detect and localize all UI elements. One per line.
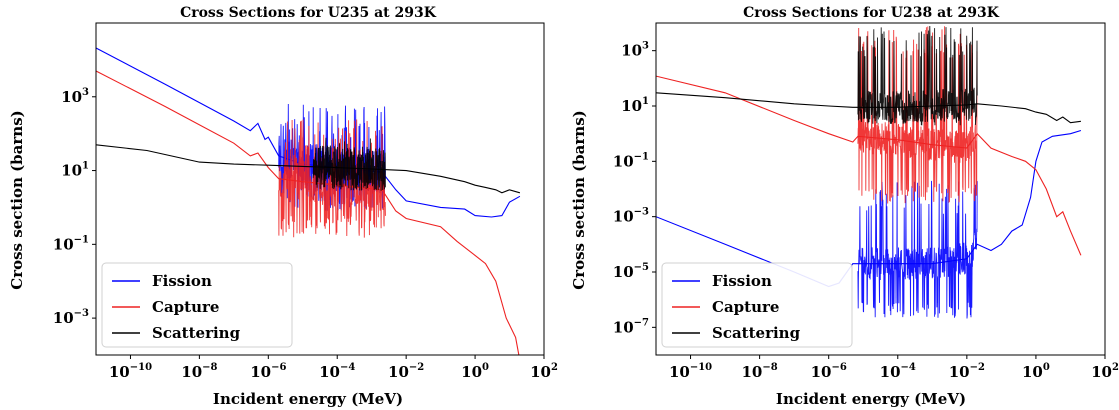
y-tick-label: 10−1 [613,151,649,170]
y-tick-label: 10−1 [53,234,89,253]
series-line-scattering [96,144,521,194]
x-tick-label: 100 [461,362,489,381]
legend-label: Fission [152,272,212,290]
plot-area: 10−10 10−8 10−6 10−4 10−2 100 102 10−3 10−1 101 10… [53,22,558,381]
y-axis-label: Cross section (barns) [570,110,588,290]
legend-label: Scattering [712,324,801,342]
series-resonance-capture [857,26,978,204]
axes-frame [655,22,1106,356]
x-axis-label: Incident energy (MeV) [776,390,966,408]
series-resonance-scattering [312,137,386,191]
x-tick-label: 10−8 [181,362,217,381]
chart-panel-u235: Cross Sections for U235 at 293K 10−10 10−… [8,5,558,408]
x-tick-label: 10−8 [742,362,778,381]
series-line-capture [96,70,520,355]
x-tick-label: 10−10 [669,362,712,381]
axes-frame [95,22,545,356]
y-tick-label: 101 [61,161,89,180]
y-tick-label: 10−3 [53,308,89,327]
x-tick-label: 102 [1091,362,1119,381]
x-tick-label: 10−2 [949,362,985,381]
y-axis-label: Cross section (barns) [8,110,26,290]
y-tick-label: 10−7 [613,317,649,336]
y-tick-label: 10−5 [613,262,649,281]
y-tick-label: 101 [621,96,649,115]
plot-area: 10−10 10−8 10−6 10−4 10−2 100 102 10−7 10−5 10−3 1… [613,22,1119,381]
x-tick-label: 10−4 [880,362,916,381]
legend-box [101,262,293,348]
y-tick-label: 10−3 [613,207,649,226]
series-line-scattering [656,92,1081,124]
x-tick-label: 10−6 [250,362,286,381]
legend: Fission Capture Scattering [101,262,293,348]
chart-title: Cross Sections for U238 at 293K [743,5,1000,21]
x-tick-label: 10−6 [811,362,847,381]
series-scattering [656,25,1081,126]
x-tick-label: 10−2 [388,362,424,381]
chart-panel-u238: Cross Sections for U238 at 293K 10−10 10−… [570,5,1119,408]
series-resonance-fission [857,180,978,319]
y-tick-label: 103 [61,87,89,106]
series-capture [656,26,1082,256]
series-resonance-scattering [857,25,978,126]
y-tick-label: 103 [621,41,649,60]
legend-box [661,262,853,348]
x-tick-label: 10−4 [319,362,355,381]
x-tick-label: 100 [1022,362,1050,381]
x-tick-label: 10−10 [109,362,152,381]
legend-label: Capture [712,298,779,316]
x-axis-label: Incident energy (MeV) [213,390,403,408]
x-tick-label: 102 [530,362,558,381]
legend-label: Fission [712,272,772,290]
legend: Fission Capture Scattering [661,262,853,348]
legend-label: Scattering [152,324,241,342]
series-scattering [96,137,521,194]
legend-label: Capture [152,298,219,316]
chart-title: Cross Sections for U235 at 293K [180,5,437,21]
